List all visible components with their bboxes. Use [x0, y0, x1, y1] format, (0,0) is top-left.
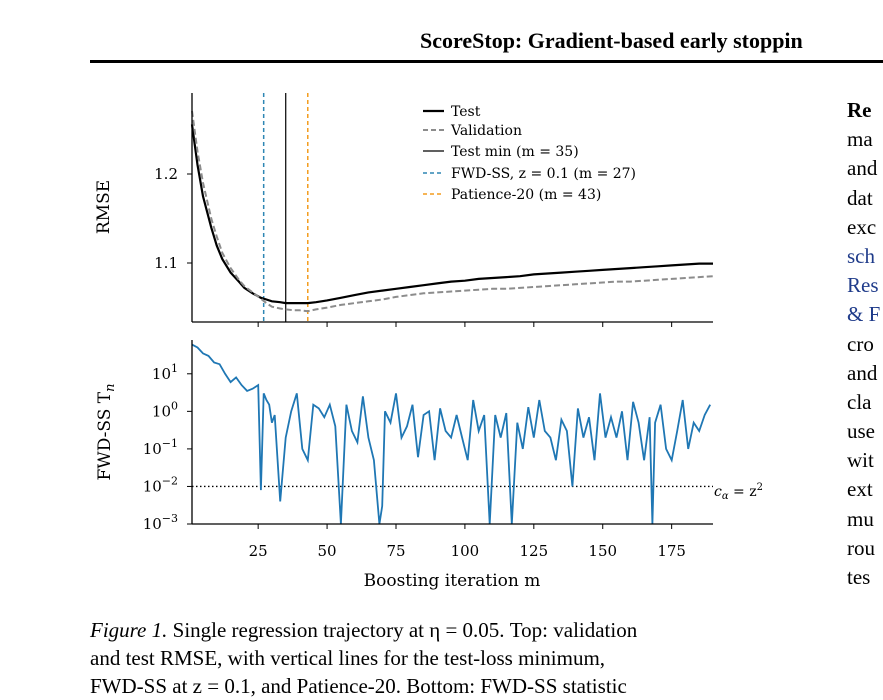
header-rule: [90, 60, 883, 63]
ytick-label: 10−1: [143, 437, 178, 458]
body-line: cla: [847, 389, 872, 414]
legend-label-validation: Validation: [450, 123, 522, 139]
legend: Test Validation Test min (m = 35) FWD-SS…: [423, 104, 636, 203]
body-line: rou: [847, 535, 875, 560]
xtick-label: 175: [657, 542, 686, 560]
body-line: cro: [847, 331, 874, 356]
body-line: Re: [847, 98, 872, 122]
ytick-label: 1.2: [154, 165, 178, 183]
ytick-label: 10−2: [143, 474, 178, 495]
series-fwd-ss-statistic: [191, 343, 711, 525]
legend-label-test-min: Test min (m = 35): [451, 144, 579, 160]
figure-caption: Figure 1. Single regression trajectory a…: [90, 616, 795, 700]
ytick-label: 1.1: [154, 254, 178, 272]
body-line: exc: [847, 214, 877, 239]
caption-line-2: and test RMSE, with vertical lines for t…: [90, 646, 606, 670]
right-body-column: Re ma and dat exc sch Res & F cro and cl…: [847, 96, 880, 592]
citation-link[interactable]: & F: [847, 302, 881, 327]
legend-label-patience: Patience-20 (m = 43): [451, 187, 601, 203]
xtick-label: 25: [249, 542, 268, 560]
rmse-panel: 1.2 1.1 RMSE Test Validation Test min (m…: [94, 93, 714, 327]
body-line: and: [847, 360, 878, 385]
body-line: ma: [847, 127, 873, 152]
statistic-axis-label: FWD-SS Tn: [95, 383, 118, 480]
body-line: use: [847, 419, 875, 444]
running-title: ScoreStop: Gradient-based early stoppin: [420, 28, 803, 53]
x-axis-label: Boosting iteration m: [364, 571, 541, 591]
caption-figure-label: Figure 1.: [90, 618, 168, 642]
citation-link[interactable]: Res: [847, 273, 879, 298]
caption-line-3: FWD-SS at z = 0.1, and Patience-20. Bott…: [90, 674, 627, 698]
body-line: ext: [847, 477, 873, 502]
body-line: mu: [847, 506, 874, 531]
ytick-label: 101: [152, 362, 178, 383]
statistic-panel: 25 50 75 100 125 150 175 101 100 10−1 10−2 10−3 FW…: [95, 340, 763, 591]
body-line: tes: [847, 565, 871, 589]
citation-link[interactable]: sch: [847, 243, 875, 268]
legend-label-test: Test: [451, 104, 481, 120]
body-line: and: [847, 156, 878, 181]
xtick-label: 100: [451, 542, 480, 560]
xtick-label: 150: [588, 542, 617, 560]
ytick-label: 10−3: [143, 512, 178, 533]
series-validation: [191, 110, 714, 313]
legend-label-fwd-ss: FWD-SS, z = 0.1 (m = 27): [451, 166, 636, 182]
figure-1: 1.2 1.1 RMSE Test Validation Test min (m…: [94, 93, 763, 591]
ytick-label: 100: [152, 399, 178, 420]
rmse-axis-label: RMSE: [94, 180, 114, 234]
threshold-label: cα = z2: [714, 482, 763, 502]
body-line: dat: [847, 185, 873, 210]
series-test: [190, 124, 713, 305]
body-line: wit: [847, 448, 874, 473]
xtick-label: 75: [386, 542, 405, 560]
xtick-label: 125: [519, 542, 548, 560]
xtick-label: 50: [318, 542, 337, 560]
caption-line-1: Figure 1. Single regression trajectory a…: [90, 618, 638, 642]
